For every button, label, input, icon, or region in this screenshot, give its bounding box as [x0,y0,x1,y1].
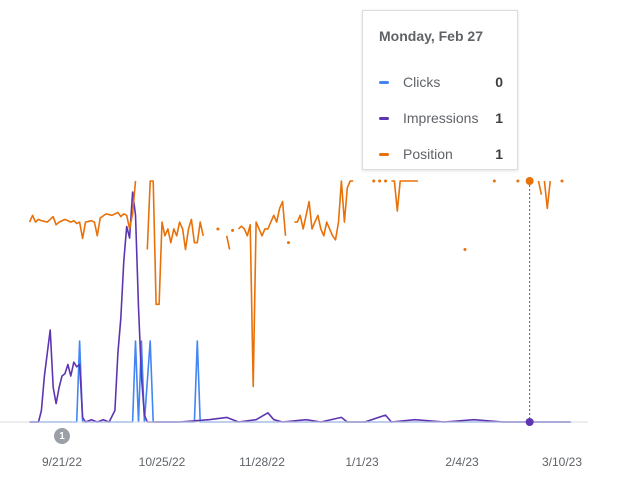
tooltip-row-impressions: Impressions 1 [379,108,503,128]
tooltip-row-position: Position 1 [379,144,503,164]
series-line-position [28,180,551,388]
position-point [384,179,388,183]
tooltip-label-clicks: Clicks [403,74,441,90]
chart-lines [28,179,571,423]
position-point [231,228,235,232]
position-swatch [379,152,389,156]
x-tick-label: 10/25/22 [139,455,186,469]
x-tick-label: 9/21/22 [42,455,82,469]
tooltip-value-position: 1 [495,146,503,162]
position-point [463,248,467,251]
position-point [516,179,520,183]
chart-tooltip: Monday, Feb 27 Clicks 0 Impressions 1 Po… [362,10,518,170]
impressions-swatch [379,116,389,120]
tooltip-value-clicks: 0 [495,74,503,90]
x-tick-label: 3/10/23 [542,455,582,469]
hover-point-position [525,177,534,185]
series-line-clicks [29,340,571,423]
position-point [286,241,290,245]
hover-point-impressions [525,418,534,426]
position-point [378,179,382,183]
tooltip-date: Monday, Feb 27 [379,28,483,44]
x-tick-label: 11/28/22 [239,455,285,469]
x-axis-ticks: 9/21/22 10/25/22 11/28/22 1/1/23 2/4/23 3/10/… [42,455,582,469]
clicks-swatch [379,80,389,84]
tooltip-label-impressions: Impressions [403,110,479,126]
position-point [216,227,220,231]
position-point [560,179,564,183]
series-line-impressions [29,191,571,423]
tooltip-value-impressions: 1 [495,110,503,126]
x-tick-label: 2/4/23 [445,455,479,469]
tooltip-row-clicks: Clicks 0 [379,72,503,92]
x-tick-label: 1/1/23 [345,455,379,469]
position-point [492,179,496,183]
annotation-marker[interactable]: 1 [54,428,70,444]
tooltip-label-position: Position [403,146,453,162]
position-point [372,179,376,183]
